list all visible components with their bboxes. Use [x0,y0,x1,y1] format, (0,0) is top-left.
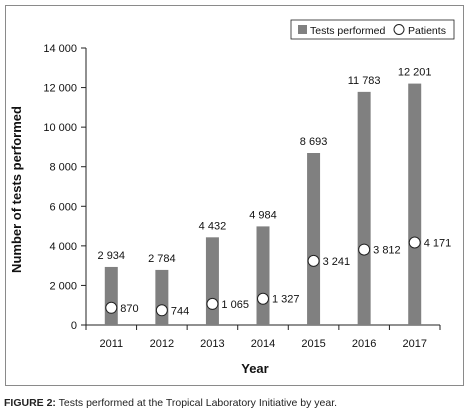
x-tick-label: 2014 [251,338,275,350]
patients-marker [307,254,320,267]
x-tick-label: 2011 [99,338,123,350]
y-tick-label: 14 000 [43,43,77,55]
patients-value-label: 4 171 [424,237,452,249]
x-tick-label: 2012 [150,338,174,350]
bar-tests-performed [307,153,321,325]
caption-text: Tests performed at the Tropical Laborato… [58,397,338,409]
y-tick-label: 0 [71,320,77,332]
bar-tests-performed [104,266,118,325]
bar-value-label: 4 432 [199,220,227,232]
chart: 0 2 000 4 000 6 000 8 000 10 000 12 000 14 000 2… [9,19,455,376]
y-tick-label: 4 000 [49,241,77,253]
y-tick-label: 12 000 [43,83,77,95]
patients-value-label: 3 241 [323,256,351,268]
patients-marker [257,292,269,305]
x-tick-label: 2016 [352,338,376,350]
patients-marker [408,236,421,249]
x-tick-label: 2017 [402,338,426,350]
bar-value-label: 2 934 [98,250,126,262]
caption-label: FIGURE 2: [4,397,56,409]
figure-frame [5,5,464,386]
patients-marker [206,297,219,310]
legend-label-patients: Patients [408,25,446,37]
bar-value-label: 8 693 [300,136,328,148]
patients-value-label: 1 065 [221,299,249,311]
patients-marker [155,304,168,317]
legend-box [290,19,455,40]
x-tick-label: 2015 [301,338,325,350]
bar-tests-performed [256,226,270,325]
x-tick-label: 2013 [200,338,224,350]
patients-value-label: 1 327 [272,294,300,306]
patients-value-label: 870 [120,303,138,315]
patients-value-label: 744 [171,305,189,317]
bar-tests-performed [408,83,422,325]
legend-swatch-tests [298,25,307,34]
patients-marker [358,243,371,256]
y-tick-label: 6 000 [49,201,77,213]
y-tick-label: 10 000 [43,122,77,134]
patients-value-label: 3 812 [373,245,401,257]
bar-value-label: 2 784 [148,253,176,265]
bar-value-label: 4 984 [249,209,277,221]
x-axis-title: Year [241,361,268,376]
legend-label-tests: Tests performed [310,25,385,37]
bar-tests-performed [205,237,219,325]
legend-marker-patients [393,24,405,35]
bar-value-label: 11 783 [348,75,381,87]
y-axis-title: Number of tests performed [9,106,24,273]
figure-caption: FIGURE 2: Tests performed at the Tropica… [4,397,337,409]
bar-tests-performed [357,91,371,325]
bar-tests-performed [155,269,169,325]
y-tick-label: 2 000 [49,280,77,292]
patients-marker [105,301,118,314]
y-tick-label: 8 000 [49,162,77,174]
bar-value-label: 12 201 [398,67,432,79]
